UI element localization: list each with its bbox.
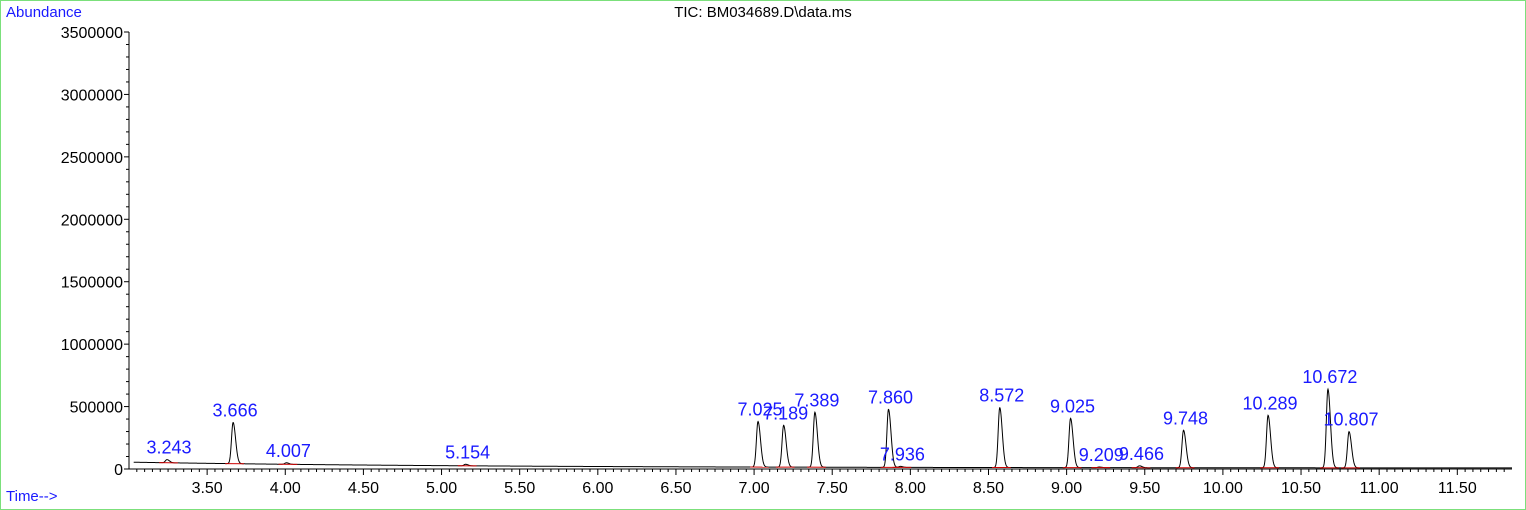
peak-label: 10.672 [1302, 367, 1357, 387]
peak-label: 9.748 [1163, 408, 1208, 428]
y-axis-label: Abundance [6, 4, 82, 21]
peak-label: 4.007 [266, 441, 311, 461]
peak-label: 9.025 [1050, 396, 1095, 416]
x-tick-label: 11.00 [1360, 480, 1399, 497]
y-tick-label: 1000000 [61, 337, 123, 354]
x-tick-label: 4.00 [270, 480, 301, 497]
x-tick-label: 5.50 [504, 480, 535, 497]
peak-label: 3.243 [146, 438, 191, 458]
x-tick-label: 7.00 [739, 480, 770, 497]
peak-label: 8.572 [979, 386, 1024, 406]
y-tick-label: 3000000 [61, 87, 123, 104]
x-axis-label: Time--> [6, 488, 58, 505]
trace-group [133, 387, 1512, 469]
chart-title: TIC: BM034689.D\data.ms [674, 4, 852, 21]
peak-label: 7.025 [737, 399, 782, 419]
y-tick-label: 500000 [70, 400, 123, 417]
x-tick-label: 7.50 [817, 480, 848, 497]
x-tick-label: 4.50 [348, 480, 379, 497]
x-tick-label: 6.50 [660, 480, 691, 497]
ticks-group: 0 500000 1000000 1500000 2000000 2500000 30000… [61, 25, 1505, 497]
peak-label: 5.154 [445, 442, 490, 462]
axes-group [128, 32, 1512, 470]
peak-label: 3.666 [213, 400, 258, 420]
x-tick-label: 9.00 [1051, 480, 1082, 497]
y-tick-label: 2000000 [61, 212, 123, 229]
x-tick-label: 10.50 [1281, 480, 1321, 497]
y-tick-label: 3500000 [61, 25, 123, 42]
x-tick-label: 6.00 [582, 480, 613, 497]
peak-label: 10.807 [1323, 410, 1378, 430]
y-tick-label: 1500000 [61, 275, 123, 292]
x-tick-label: 9.50 [1129, 480, 1160, 497]
y-tick-label: 0 [114, 462, 123, 479]
peak-label: 7.936 [880, 444, 925, 464]
x-tick-label: 5.00 [426, 480, 457, 497]
peak-label: 10.289 [1243, 393, 1298, 413]
x-tick-label: 8.00 [895, 480, 926, 497]
peak-label: 9.209 [1079, 445, 1124, 465]
x-tick-label: 10.00 [1203, 480, 1243, 497]
x-tick-label: 11.50 [1438, 480, 1477, 497]
peak-label: 7.860 [868, 387, 913, 407]
x-tick-label: 3.50 [192, 480, 223, 497]
peak-label: 7.189 [763, 403, 808, 423]
x-tick-label: 8.50 [973, 480, 1004, 497]
peak-label: 9.466 [1119, 444, 1164, 464]
peak-label: 7.389 [794, 390, 839, 410]
y-tick-label: 2500000 [61, 150, 123, 167]
